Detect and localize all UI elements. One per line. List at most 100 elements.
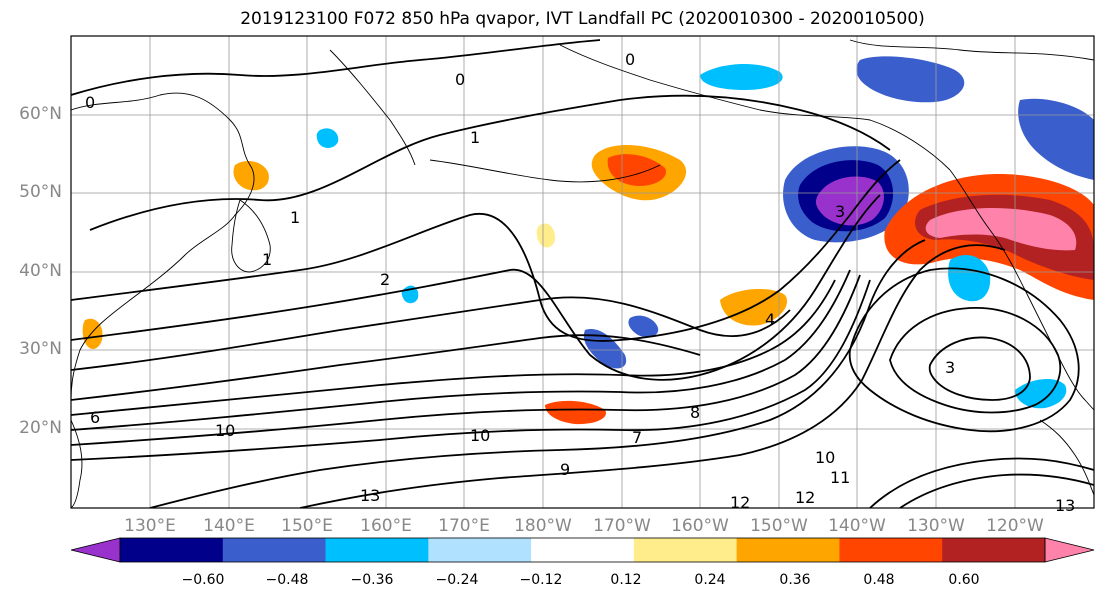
- contour-6: [71, 334, 701, 401]
- positive-anomaly-tiny-2: [82, 318, 103, 349]
- lon-label-140e: 140°E: [203, 516, 255, 536]
- plot-frame: [70, 35, 1095, 509]
- colorbar-tick-label: −0.60: [181, 572, 225, 588]
- colorbar-segment: [736, 538, 840, 562]
- colorbar-frame: [119, 537, 1046, 563]
- lon-label-180w: 180°W: [514, 516, 572, 536]
- colorbar-tick-label: −0.48: [265, 572, 309, 588]
- colorbar-segment: [120, 538, 224, 562]
- contour-southeast-jet-2: [899, 473, 1094, 508]
- contour-label: 10: [470, 426, 491, 445]
- colorbar: [70, 537, 1095, 563]
- contour-10: [71, 274, 861, 446]
- coastline-japan: [231, 199, 271, 273]
- contour-southeast-jet: [869, 457, 1094, 508]
- shaded-anomalies: [82, 56, 1094, 425]
- colorbar-segment: [325, 538, 429, 562]
- coastline-mexico: [1039, 419, 1094, 496]
- colorbar-extend-high: [1044, 537, 1095, 563]
- contour-label: 13: [1055, 496, 1076, 515]
- lat-label-40n: 40°N: [19, 261, 62, 281]
- negative-anomaly-purple: [815, 176, 884, 226]
- colorbar-tick-label: 0.36: [779, 572, 811, 588]
- coastline-alaska: [559, 44, 951, 171]
- contour-label: 9: [560, 460, 571, 479]
- contour-2: [71, 159, 901, 342]
- colorbar-segment: [839, 538, 943, 562]
- contour-label: 1: [262, 250, 273, 269]
- positive-anomaly-tiny-1: [536, 223, 556, 248]
- coastline-kamchatka: [329, 49, 416, 166]
- contour-0-north: [71, 39, 601, 96]
- contour-inner-loop-3: [928, 336, 1031, 401]
- negative-anomaly-east: [1018, 98, 1094, 180]
- lon-label-160w: 160°W: [671, 516, 729, 536]
- ivt-contours: [71, 39, 1094, 508]
- contour-7: [71, 279, 836, 416]
- contour-label: 1: [470, 128, 481, 147]
- contour-label: 8: [690, 403, 701, 422]
- contour-label: 12: [730, 493, 751, 512]
- colorbar-segment: [222, 538, 327, 562]
- contour-inner-loop-2: [889, 307, 1062, 414]
- contour-inner-loop-1: [848, 267, 1080, 433]
- contour-11: [71, 279, 871, 461]
- contour-label: 3: [835, 202, 846, 221]
- contour-label: 0: [625, 50, 636, 69]
- lat-label-50n: 50°N: [19, 182, 62, 202]
- negative-anomaly-midpac: [583, 329, 627, 369]
- contour-label: 0: [455, 70, 466, 89]
- contour-label: 1: [290, 208, 301, 227]
- contour-1-north: [89, 94, 891, 231]
- contour-label: 13: [360, 486, 381, 505]
- colorbar-segment: [633, 538, 738, 562]
- colorbar-segment: [942, 538, 1046, 562]
- contour-8: [71, 269, 851, 431]
- contour-13: [299, 244, 1006, 508]
- colorbar-tick-label: −0.24: [435, 572, 479, 588]
- lon-label-120w: 120°W: [986, 516, 1044, 536]
- lat-label-30n: 30°N: [19, 339, 62, 359]
- negative-anomaly-bering: [700, 64, 783, 90]
- colorbar-segment: [531, 538, 635, 562]
- lon-label-140w: 140°W: [828, 516, 886, 536]
- lon-label-150e: 150°E: [281, 516, 333, 536]
- contour-label: 10: [815, 448, 836, 467]
- lon-label-170e: 170°E: [438, 516, 490, 536]
- lon-label-130e: 130°E: [124, 516, 176, 536]
- colorbar-tick-label: −0.12: [519, 572, 563, 588]
- coastline-canada: [849, 39, 1094, 61]
- contour-label: 3: [945, 358, 956, 377]
- contour-label: 11: [830, 468, 851, 487]
- coastline-asia: [71, 92, 255, 401]
- lon-label-130w: 130°W: [907, 516, 965, 536]
- colorbar-tick-label: 0.12: [610, 572, 642, 588]
- colorbar-tick-label: −0.36: [350, 572, 394, 588]
- negative-anomaly-north: [856, 56, 965, 103]
- colorbar-tick-label: 0.60: [948, 572, 980, 588]
- positive-anomaly-pink: [925, 208, 1077, 251]
- lat-label-60n: 60°N: [19, 104, 62, 124]
- contour-label: 2: [380, 270, 391, 289]
- contour-label: 4: [765, 310, 776, 329]
- colorbar-tick-label: 0.24: [694, 572, 726, 588]
- colorbar-tick-label: 0.48: [863, 572, 895, 588]
- contour-label: 6: [90, 408, 101, 427]
- positive-anomaly-japan: [233, 160, 269, 191]
- lon-label-150w: 150°W: [750, 516, 808, 536]
- lat-label-20n: 20°N: [19, 418, 62, 438]
- map-title: 2019123100 F072 850 hPa qvapor, IVT Land…: [240, 9, 925, 29]
- lon-label-170w: 170°W: [593, 516, 651, 536]
- coastline-aleutians: [429, 159, 661, 183]
- contour-label: 0: [85, 93, 96, 112]
- colorbar-extend-low: [70, 537, 121, 563]
- contour-label: 10: [215, 421, 236, 440]
- negative-anomaly-bc: [948, 255, 991, 302]
- negative-anomaly-tiny-3: [628, 315, 659, 338]
- contour-4: [71, 296, 791, 371]
- negative-anomaly-south-east: [1015, 378, 1067, 409]
- lon-label-160e: 160°E: [360, 516, 412, 536]
- negative-anomaly-tiny-1: [316, 128, 339, 148]
- contour-label: 12: [795, 488, 816, 507]
